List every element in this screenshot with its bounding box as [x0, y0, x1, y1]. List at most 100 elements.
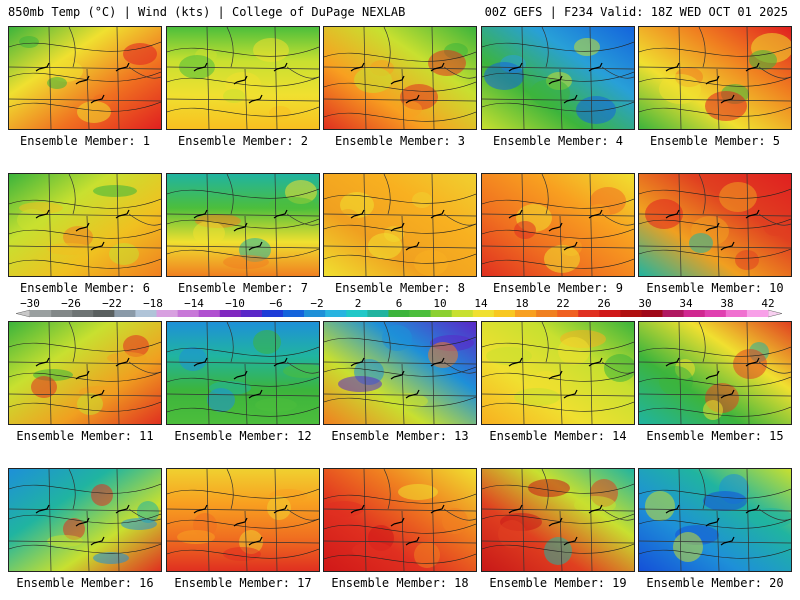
isotherm-contour: [167, 248, 319, 259]
state-boundary: [226, 469, 234, 510]
isotherm-contour: [482, 198, 634, 209]
wind-barb: [705, 75, 720, 85]
ensemble-member-map: [481, 26, 635, 130]
isotherm-contour: [482, 341, 634, 352]
isotherm-contour: [639, 248, 791, 259]
state-boundary: [639, 361, 791, 365]
state-boundary: [324, 508, 476, 512]
wind-barb: [193, 62, 208, 72]
state-boundary: [9, 98, 161, 102]
state-boundary: [758, 361, 791, 374]
isotherm-contour: [482, 71, 634, 82]
wind-barb: [705, 517, 720, 527]
state-boundary: [167, 98, 319, 102]
ensemble-member-label: Ensemble Member: 18: [331, 576, 469, 590]
state-boundary: [226, 174, 234, 215]
colorbar-segment: [72, 310, 94, 317]
wind-barb: [248, 94, 263, 104]
isotherm-contour: [9, 258, 161, 269]
colorbar-segment: [135, 310, 157, 317]
state-boundary: [541, 469, 549, 510]
temperature-patch: [514, 221, 536, 239]
state-boundary: [167, 508, 319, 512]
wind-barb: [390, 517, 405, 527]
wind-barb: [248, 241, 263, 251]
wind-barb: [390, 222, 405, 232]
colorbar-tick-label: −22: [102, 298, 122, 310]
temperature-patch: [107, 352, 147, 364]
wind-barb: [390, 75, 405, 85]
colorbar-segment: [472, 310, 495, 317]
state-boundary: [746, 469, 750, 571]
isotherm-contour: [482, 228, 634, 239]
ensemble-member-label: Ensemble Member: 14: [489, 429, 627, 443]
state-boundary: [431, 27, 435, 129]
temperature-patch: [574, 496, 616, 514]
colorbar-segment: [177, 310, 199, 317]
state-boundary: [431, 469, 435, 571]
state-boundary: [48, 322, 52, 424]
wind-barb: [548, 75, 563, 85]
wind-barb: [35, 209, 50, 219]
colorbar-tick-label: 14: [474, 298, 488, 310]
state-boundary: [116, 322, 120, 424]
colorbar-tick-label: 38: [720, 298, 733, 310]
wind-barb: [350, 209, 365, 219]
colorbar-tick-label: 30: [638, 298, 651, 310]
isotherm-contour: [324, 366, 476, 377]
colorbar-tick-label: 2: [355, 298, 362, 310]
colorbar-tick-label: −26: [61, 298, 81, 310]
state-boundary: [589, 322, 593, 424]
temperature-patch: [689, 233, 713, 253]
wind-barb: [563, 536, 578, 546]
state-boundary: [541, 174, 549, 215]
wind-barb: [233, 370, 248, 380]
ensemble-member-label: Ensemble Member: 19: [489, 576, 627, 590]
wind-barb: [90, 389, 105, 399]
wind-barb: [405, 94, 420, 104]
colorbar-tick-label: 42: [761, 298, 774, 310]
wind-barb: [588, 62, 603, 72]
isotherm-contour: [639, 548, 791, 559]
colorbar-segment: [240, 310, 263, 317]
wind-barb: [233, 222, 248, 232]
colorbar-segment: [156, 310, 178, 317]
wind-barb: [665, 62, 680, 72]
isotherm-contour: [324, 51, 476, 62]
ensemble-member-label: Ensemble Member: 12: [174, 429, 312, 443]
isotherm-contour: [482, 41, 634, 52]
wind-barb: [350, 62, 365, 72]
isotherm-contour: [9, 513, 161, 524]
state-boundary: [639, 98, 791, 102]
state-boundary: [639, 66, 791, 70]
isotherm-contour: [482, 483, 634, 494]
temperature-patch: [207, 388, 235, 412]
wind-barb: [720, 389, 735, 399]
state-boundary: [116, 174, 120, 276]
ensemble-member-map: [166, 468, 320, 572]
temperature-patch: [223, 547, 261, 561]
isotherm-contour: [324, 253, 476, 264]
temperature-patch: [588, 204, 610, 222]
temperature-patch: [528, 479, 570, 497]
temperature-patch: [574, 38, 600, 56]
state-boundary: [589, 174, 593, 276]
colorbar-segment: [114, 310, 136, 317]
state-boundary: [482, 245, 634, 249]
ensemble-member-map: [166, 321, 320, 425]
colorbar-tick-label: −2: [310, 298, 323, 310]
wind-barb: [90, 241, 105, 251]
isotherm-contour: [324, 493, 476, 504]
wind-barb: [745, 504, 760, 514]
temperature-patch: [544, 245, 580, 273]
model-run-info: 00Z GEFS | F234 Valid: 18Z WED OCT 01 20…: [484, 5, 788, 19]
state-boundary: [48, 174, 52, 276]
state-boundary: [383, 27, 391, 68]
wind-barb: [745, 62, 760, 72]
wind-barb: [548, 222, 563, 232]
wind-barb: [588, 504, 603, 514]
colorbar-segment: [261, 310, 284, 317]
temperature-patch: [428, 50, 466, 76]
state-boundary: [521, 322, 525, 424]
state-boundary: [167, 540, 319, 544]
